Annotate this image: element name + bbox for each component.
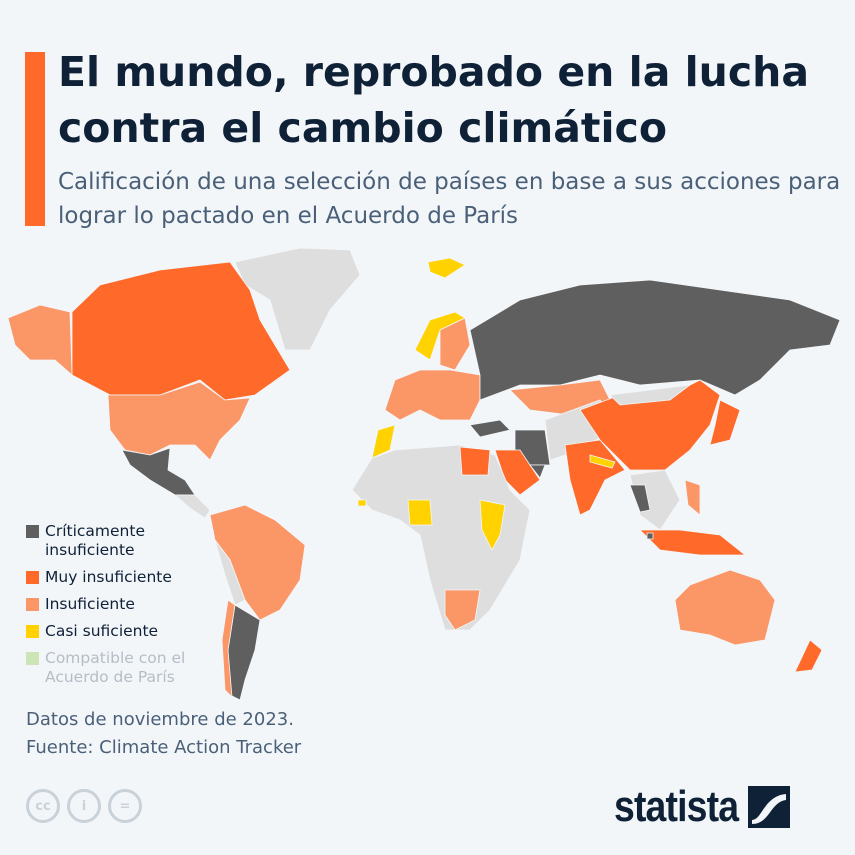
legend-item-almost-sufficient: Casi suficiente [26, 622, 210, 641]
country-philippines [684, 479, 701, 516]
country-chile [221, 599, 236, 699]
source-notes: Datos de noviembre de 2023. Fuente: Clim… [26, 706, 301, 762]
country-nepal-bhutan [589, 454, 616, 469]
region-central-america [173, 494, 211, 519]
no-derivatives-icon[interactable]: = [108, 789, 142, 823]
country-gambia [357, 499, 367, 507]
legend-label: Insuficiente [45, 595, 135, 613]
country-south-africa [444, 589, 481, 631]
country-japan [709, 399, 741, 446]
country-mexico [121, 447, 196, 496]
country-russia [469, 279, 841, 401]
country-new-zealand [794, 639, 823, 673]
country-india [564, 439, 626, 516]
attribution-icon[interactable]: i [67, 789, 101, 823]
country-usa [107, 381, 251, 461]
country-nigeria [407, 499, 433, 526]
legend-swatch [26, 571, 39, 584]
legend-swatch [26, 598, 39, 611]
accent-bar [25, 52, 45, 226]
country-greenland [234, 247, 361, 351]
date-note: Datos de noviembre de 2023. [26, 709, 294, 730]
country-peru-bolivia [214, 539, 246, 606]
license-icons: cc i = [26, 789, 142, 823]
country-ethiopia-kenya [479, 499, 506, 551]
country-egypt [459, 446, 491, 476]
country-australia [674, 569, 776, 646]
legend-label: Muy insuficiente [45, 568, 172, 586]
country-singapore [646, 532, 654, 540]
country-mongolia [609, 384, 692, 406]
region-svalbard [427, 257, 466, 279]
page-title: El mundo, reprobado en la lucha contra e… [58, 48, 810, 152]
legend-item-critically-insufficient: Críticamente insuficiente [26, 522, 210, 560]
cc-icon[interactable]: cc [26, 789, 60, 823]
source-text: Fuente: Climate Action Tracker [26, 737, 302, 758]
country-thailand [629, 484, 651, 513]
legend-item-paris-compatible: Compatible con el Acuerdo de París [26, 649, 210, 687]
country-indonesia [639, 529, 747, 556]
legend-label: Críticamente insuficiente [45, 522, 145, 559]
legend-item-insufficient: Insuficiente [26, 595, 210, 614]
region-europe [384, 369, 481, 421]
country-turkey [469, 419, 511, 438]
legend-swatch [26, 652, 39, 665]
legend-label: Compatible con el Acuerdo de París [45, 649, 186, 686]
legend: Críticamente insuficiente Muy insuficien… [26, 522, 210, 695]
legend-label: Casi suficiente [45, 622, 159, 640]
statista-mark-icon [748, 786, 791, 828]
world-map [7, 247, 841, 701]
legend-item-highly-insufficient: Muy insuficiente [26, 568, 210, 587]
country-morocco [371, 424, 396, 459]
legend-swatch [26, 625, 39, 638]
statista-logo[interactable]: statista [614, 782, 791, 832]
brand-wordmark: statista [614, 782, 739, 831]
country-uae [529, 464, 546, 479]
legend-swatch [26, 525, 39, 538]
page-subtitle: Calificación de una selección de países … [58, 169, 841, 229]
country-usa-alaska [7, 304, 73, 376]
region-scandinavia [439, 317, 471, 371]
